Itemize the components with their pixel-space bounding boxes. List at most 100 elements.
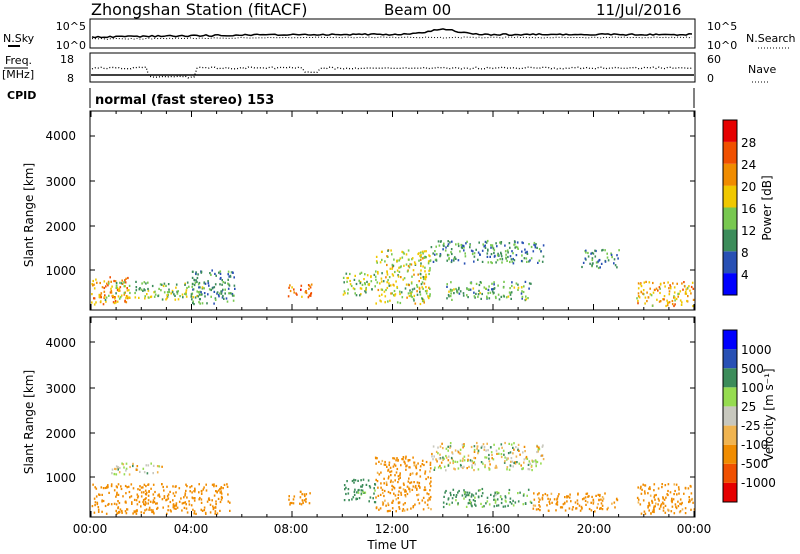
power-cell-3 <box>307 284 310 287</box>
power-cell-6 <box>526 260 528 263</box>
velocity-cell-4 <box>386 510 389 513</box>
velocity-cell-6 <box>519 491 521 494</box>
power-cell-5 <box>375 270 377 273</box>
power-cell-5 <box>381 272 383 275</box>
velocity-cell-5 <box>493 443 495 446</box>
velocity-cell-5 <box>435 458 437 461</box>
velocity-cell-8 <box>688 498 691 501</box>
power-cell-1 <box>143 281 146 284</box>
power-cell-6 <box>510 258 513 261</box>
power-cell-9 <box>652 291 655 294</box>
power-cell-6 <box>448 258 450 261</box>
power-cell-1 <box>199 286 201 289</box>
velocity-cell-5 <box>540 462 542 465</box>
velocity-cell-4 <box>395 498 398 501</box>
power-cell-1 <box>105 296 108 299</box>
velocity-cell-8 <box>670 510 673 513</box>
velocity-cell-6 <box>526 494 528 497</box>
power-cell-7 <box>483 286 486 289</box>
power-cell-5 <box>410 282 413 285</box>
vel-cbar-tick-100: 100 <box>741 381 764 395</box>
velocity-cell-0 <box>97 506 100 509</box>
power-cell-7 <box>521 295 524 298</box>
velocity-cell-6 <box>457 491 459 494</box>
velocity-cell-0 <box>91 505 94 508</box>
velocity-cell-4 <box>424 501 426 504</box>
velocity-cell-7 <box>578 504 581 507</box>
velocity-cell-4 <box>415 467 418 470</box>
power-cell-6 <box>490 253 493 256</box>
velocity-cell-3 <box>361 484 364 487</box>
velocity-cell-8 <box>681 508 684 511</box>
power-cell-3 <box>293 291 295 294</box>
velocity-cell-7 <box>606 508 609 511</box>
power-cell-9 <box>637 295 640 298</box>
velocity-cell-6 <box>512 499 514 502</box>
velocity-cell-4 <box>400 464 402 467</box>
power-cell-5 <box>402 278 404 281</box>
power-cell-2 <box>220 290 222 293</box>
power-cell-2 <box>207 282 210 285</box>
power-cell-7 <box>474 296 476 299</box>
velocity-cell-0 <box>147 499 150 502</box>
power-cell-6 <box>450 248 453 251</box>
velocity-cell-7 <box>571 508 574 511</box>
power-cell-0 <box>102 303 105 306</box>
power-cell-7 <box>503 280 505 283</box>
power-cell-7 <box>491 282 493 285</box>
velocity-cell-0 <box>215 500 217 503</box>
power-cell-2 <box>204 282 207 285</box>
power-cell-2 <box>234 287 236 290</box>
power-cell-7 <box>473 295 476 298</box>
velocity-cell-4 <box>389 509 391 512</box>
power-cell-7 <box>448 295 450 298</box>
velocity-cell-5 <box>466 467 468 470</box>
velocity-cell-5 <box>528 460 531 463</box>
nave-label: Nave <box>748 63 776 76</box>
power-cell-3 <box>309 294 312 297</box>
velocity-cell-5 <box>442 456 444 459</box>
velocity-cell-5 <box>477 468 480 471</box>
power-cell-9 <box>688 285 690 288</box>
velocity-cell-5 <box>513 448 515 451</box>
velocity-cell-8 <box>691 497 694 501</box>
velocity-cell-1 <box>146 472 149 475</box>
velocity-cell-0 <box>143 511 145 515</box>
velocity-cell-5 <box>461 459 464 463</box>
velocity-cell-4 <box>409 473 412 476</box>
velocity-cell-5 <box>530 465 533 468</box>
velocity-cell-8 <box>637 501 640 504</box>
velocity-cell-6 <box>442 505 445 509</box>
power-cell-6 <box>450 251 452 254</box>
power-cell-6 <box>439 253 442 256</box>
velocity-cell-5 <box>496 452 498 455</box>
power-cell-6 <box>438 244 441 247</box>
velocity-cell-4 <box>402 458 404 461</box>
power-ytick-3000: 3000 <box>45 175 76 189</box>
velocity-cell-0 <box>156 507 158 510</box>
velocity-cell-0 <box>226 483 228 486</box>
velocity-cell-5 <box>528 468 531 471</box>
velocity-cell-5 <box>495 464 497 467</box>
power-cell-4 <box>344 292 346 295</box>
velocity-cell-4 <box>387 477 390 480</box>
velocity-cell-3 <box>374 489 376 492</box>
velocity-cell-5 <box>433 455 435 458</box>
velocity-cell-8 <box>662 497 664 500</box>
velocity-cell-0 <box>175 485 177 488</box>
power-cell-2 <box>228 292 230 295</box>
velocity-cell-5 <box>488 460 491 463</box>
velocity-cell-0 <box>132 512 134 515</box>
power-cell-8 <box>607 259 610 262</box>
velocity-cell-4 <box>392 499 394 502</box>
power-cell-3 <box>289 284 291 287</box>
velocity-cell-8 <box>647 506 649 509</box>
velocity-cell-5 <box>459 463 462 467</box>
velocity-cell-5 <box>510 443 513 446</box>
power-cell-2 <box>210 295 212 298</box>
power-cell-6 <box>485 241 488 244</box>
power-cell-1 <box>166 291 169 294</box>
power-cell-5 <box>429 255 431 258</box>
velocity-cell-5 <box>439 445 442 448</box>
velocity-cell-0 <box>192 508 194 511</box>
